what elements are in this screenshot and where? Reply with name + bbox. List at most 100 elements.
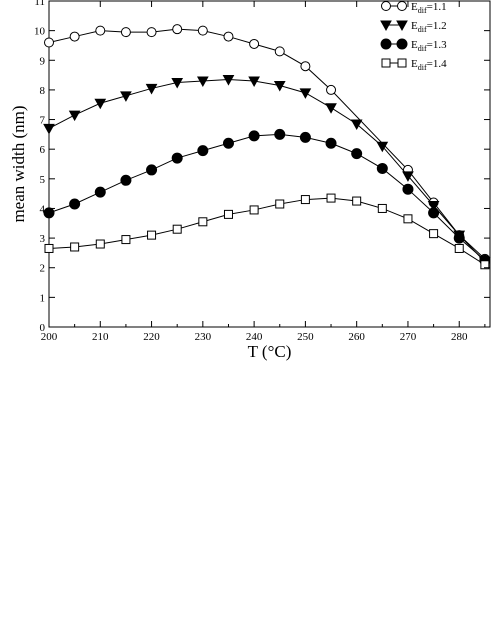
data-point — [274, 46, 285, 57]
y-tick-label: 8 — [40, 85, 46, 97]
x-tick-label: 260 — [348, 331, 365, 343]
data-point — [299, 88, 312, 99]
y-tick-label: 4 — [40, 203, 46, 215]
data-point — [94, 98, 107, 110]
legend-label: Edif=1.2 — [411, 20, 447, 34]
x-tick-label: 210 — [92, 331, 109, 343]
y-tick-label: 7 — [40, 115, 46, 127]
data-point — [381, 1, 391, 11]
data-point — [429, 229, 439, 239]
plot-frame — [48, 0, 491, 328]
data-point — [146, 27, 157, 38]
x-tick-label: 280 — [451, 331, 468, 343]
y-tick-label: 5 — [40, 174, 46, 186]
data-point — [403, 214, 413, 224]
legend-entry: Edif=1.3 — [380, 38, 447, 53]
data-point — [44, 37, 54, 48]
data-point — [326, 193, 336, 203]
data-point — [120, 27, 131, 38]
data-point — [222, 75, 235, 86]
data-point — [376, 162, 388, 174]
data-point — [299, 131, 311, 143]
data-point — [376, 141, 389, 153]
series-2 — [43, 75, 491, 268]
x-axis-title: T (°C) — [248, 342, 292, 361]
data-point — [454, 243, 464, 253]
legend-entry: Edif=1.1 — [381, 1, 447, 15]
data-point — [223, 209, 233, 219]
data-point — [350, 119, 363, 131]
data-point — [198, 217, 208, 227]
data-point — [326, 84, 337, 95]
series-4 — [44, 193, 490, 270]
data-point — [197, 145, 209, 157]
data-point — [223, 31, 234, 42]
x-tick-label: 240 — [246, 331, 263, 343]
data-point — [377, 203, 387, 213]
y-tick-label: 0 — [40, 322, 46, 334]
data-point — [274, 128, 286, 140]
data-point — [197, 25, 208, 36]
data-point — [402, 171, 414, 182]
series-line — [48, 197, 486, 266]
data-point — [121, 235, 131, 245]
legend-label: Edif=1.3 — [411, 39, 447, 53]
data-point — [196, 76, 209, 88]
y-axis-title: mean width (nm) — [9, 105, 28, 222]
y-tick-label: 2 — [40, 263, 46, 275]
data-point — [325, 103, 337, 114]
series-group — [43, 24, 491, 270]
data-point — [453, 232, 465, 244]
legend-entry: Edif=1.2 — [380, 20, 447, 34]
legend-label: Edif=1.4 — [411, 58, 447, 72]
data-point — [44, 243, 54, 253]
y-tick-label: 11 — [34, 0, 45, 8]
series-line — [48, 28, 486, 260]
legend: Edif=1.1 Edif=1.2 Edif=1.3 Edif=1.4 — [380, 1, 447, 72]
data-point — [249, 38, 260, 49]
x-tick-label: 250 — [297, 331, 314, 343]
data-point — [248, 76, 260, 88]
data-point — [275, 199, 285, 209]
data-point — [69, 31, 80, 42]
data-point — [300, 195, 310, 205]
x-tick-label: 220 — [143, 331, 160, 343]
data-point — [351, 148, 363, 160]
data-point — [172, 24, 183, 35]
data-point — [352, 196, 362, 206]
data-point — [249, 205, 259, 215]
y-tick-label: 6 — [40, 144, 46, 156]
data-point — [95, 239, 105, 249]
data-point — [381, 58, 391, 68]
data-point — [94, 186, 106, 198]
data-point — [43, 207, 55, 219]
y-tick-label: 1 — [40, 292, 46, 304]
data-point — [380, 38, 392, 50]
axes: 200 210 220 230 240 250 260 270 280 0 1 2 3 4 5 6 7 8 9 10 1… — [34, 0, 490, 343]
data-point — [397, 1, 407, 11]
data-point — [171, 152, 183, 164]
data-point — [147, 230, 157, 240]
data-point — [146, 164, 158, 176]
data-point — [427, 200, 440, 212]
series-3 — [43, 128, 491, 266]
data-point — [380, 20, 392, 32]
data-point — [120, 174, 132, 186]
y-tick-label: 3 — [40, 233, 46, 245]
x-tick-label: 230 — [195, 331, 212, 343]
data-point — [300, 61, 311, 72]
legend-entry: Edif=1.4 — [381, 58, 447, 72]
data-point — [396, 38, 408, 50]
data-point — [402, 183, 414, 195]
series-line — [48, 79, 486, 263]
data-point — [145, 83, 158, 95]
data-point — [70, 242, 80, 252]
data-point — [120, 91, 132, 102]
y-tick-label: 10 — [34, 26, 46, 38]
data-point — [222, 137, 234, 149]
data-point — [68, 110, 81, 122]
data-point — [172, 224, 182, 234]
data-point — [273, 80, 286, 92]
data-point — [325, 137, 337, 149]
